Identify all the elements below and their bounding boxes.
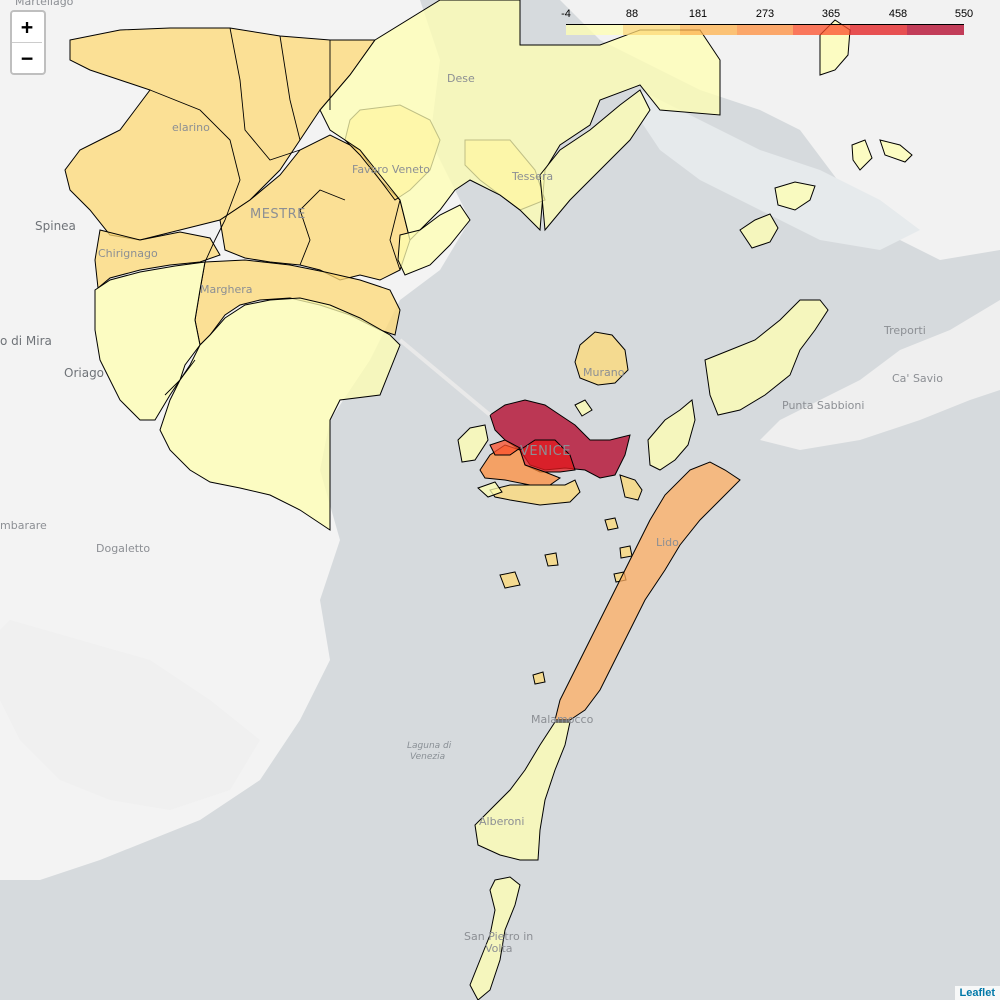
district-porto-marghera: [159, 297, 401, 531]
island-torcello: [851, 139, 873, 171]
district-mestre-north: [64, 27, 376, 241]
place-labels: Martellago Dese Spinea MESTRE Favaro Ven…: [0, 0, 943, 955]
legend-tick: -4: [561, 8, 571, 20]
legend-swatch-6: [907, 25, 965, 35]
zoom-in-button[interactable]: +: [12, 12, 42, 42]
label-mestre: MESTRE: [250, 207, 306, 222]
district-lido: [554, 461, 741, 721]
label-sanpietro-1: San Pietro in: [464, 930, 533, 943]
island-certosa: [574, 399, 593, 417]
legend-swatch-4: [793, 25, 851, 35]
district-malcontenta: [94, 261, 206, 421]
island-san-giorgio: [604, 517, 619, 531]
legend-ticks: -4 88 181 273 365 458 550: [560, 8, 973, 22]
label-puntasabbioni: Punta Sabbioni: [782, 399, 864, 412]
legend-tick: 273: [755, 8, 775, 20]
island-sant-ange: [619, 545, 633, 559]
district-campalto: [397, 204, 471, 276]
label-dogaletto: Dogaletto: [96, 542, 150, 555]
legend-tick: 550: [954, 8, 974, 20]
legend-swatch-1: [622, 25, 680, 35]
choropleth-districts[interactable]: [64, 0, 913, 1000]
label-alberoni: Alberoni: [479, 815, 524, 828]
label-tessera: Tessera: [511, 170, 553, 183]
label-laguna-1: Laguna di: [407, 741, 452, 751]
island-burano: [739, 213, 779, 249]
legend-axis-line: [566, 24, 964, 25]
island-south-1: [532, 671, 546, 685]
label-murano: Murano: [583, 366, 625, 379]
legend-tick: 88: [625, 8, 639, 20]
label-martellago: Martellago: [15, 0, 74, 8]
island-lazzaretto: [544, 552, 559, 567]
island-sant-erasmo: [704, 299, 829, 416]
island-tronchetto: [457, 424, 489, 463]
district-pellestrina: [469, 876, 521, 1000]
label-selelarino: elarino: [172, 121, 210, 134]
district-chirignago: [94, 229, 221, 289]
label-treporti: Treporti: [883, 324, 926, 337]
attribution-link[interactable]: Leaflet: [954, 986, 1000, 1000]
island-vignole: [647, 399, 696, 471]
island-sant-elena: [619, 474, 643, 501]
island-north-1: [879, 139, 913, 163]
zoom-control: + −: [10, 10, 46, 75]
label-venice: VENICE: [520, 444, 571, 459]
island-sacca-fisola: [477, 481, 503, 498]
island-mazzorbo: [774, 181, 816, 211]
island-giudecca: [489, 479, 581, 506]
label-chirignago: Chirignago: [98, 247, 158, 260]
label-malamocco: Malamocco: [531, 713, 594, 726]
district-malamocco: [474, 721, 571, 861]
color-legend: -4 88 181 273 365 458 550: [560, 8, 973, 40]
district-santa-croce: [489, 439, 521, 456]
district-boundaries: [149, 27, 401, 396]
district-airport: [539, 89, 651, 232]
legend-tick: 458: [888, 8, 908, 20]
legend-tick: 181: [688, 8, 708, 20]
label-favaro: Favaro Veneto: [352, 163, 430, 176]
label-sanpietro-2: Volta: [485, 942, 513, 955]
legend-swatch-5: [850, 25, 908, 35]
legend-color-bar: [566, 25, 965, 35]
label-marghera: Marghera: [200, 283, 253, 296]
legend-swatch-0: [566, 25, 623, 35]
label-mira: o di Mira: [0, 334, 52, 348]
island-poveglia: [499, 571, 521, 589]
label-casavio: Ca' Savio: [892, 372, 943, 385]
zoom-out-button[interactable]: −: [12, 42, 42, 73]
island-murano: [574, 331, 629, 386]
label-laguna-2: Venezia: [410, 752, 445, 762]
label-spinea: Spinea: [35, 219, 76, 233]
label-oriago: Oriago: [64, 366, 104, 380]
legend-swatch-3: [736, 25, 794, 35]
label-dese: Dese: [447, 72, 475, 85]
bridge-ponte-della-liberta: [398, 338, 492, 417]
label-mbarare: mbarare: [0, 519, 47, 532]
label-lido: Lido: [656, 536, 679, 549]
legend-tick: 365: [821, 8, 841, 20]
legend-swatch-2: [679, 25, 737, 35]
